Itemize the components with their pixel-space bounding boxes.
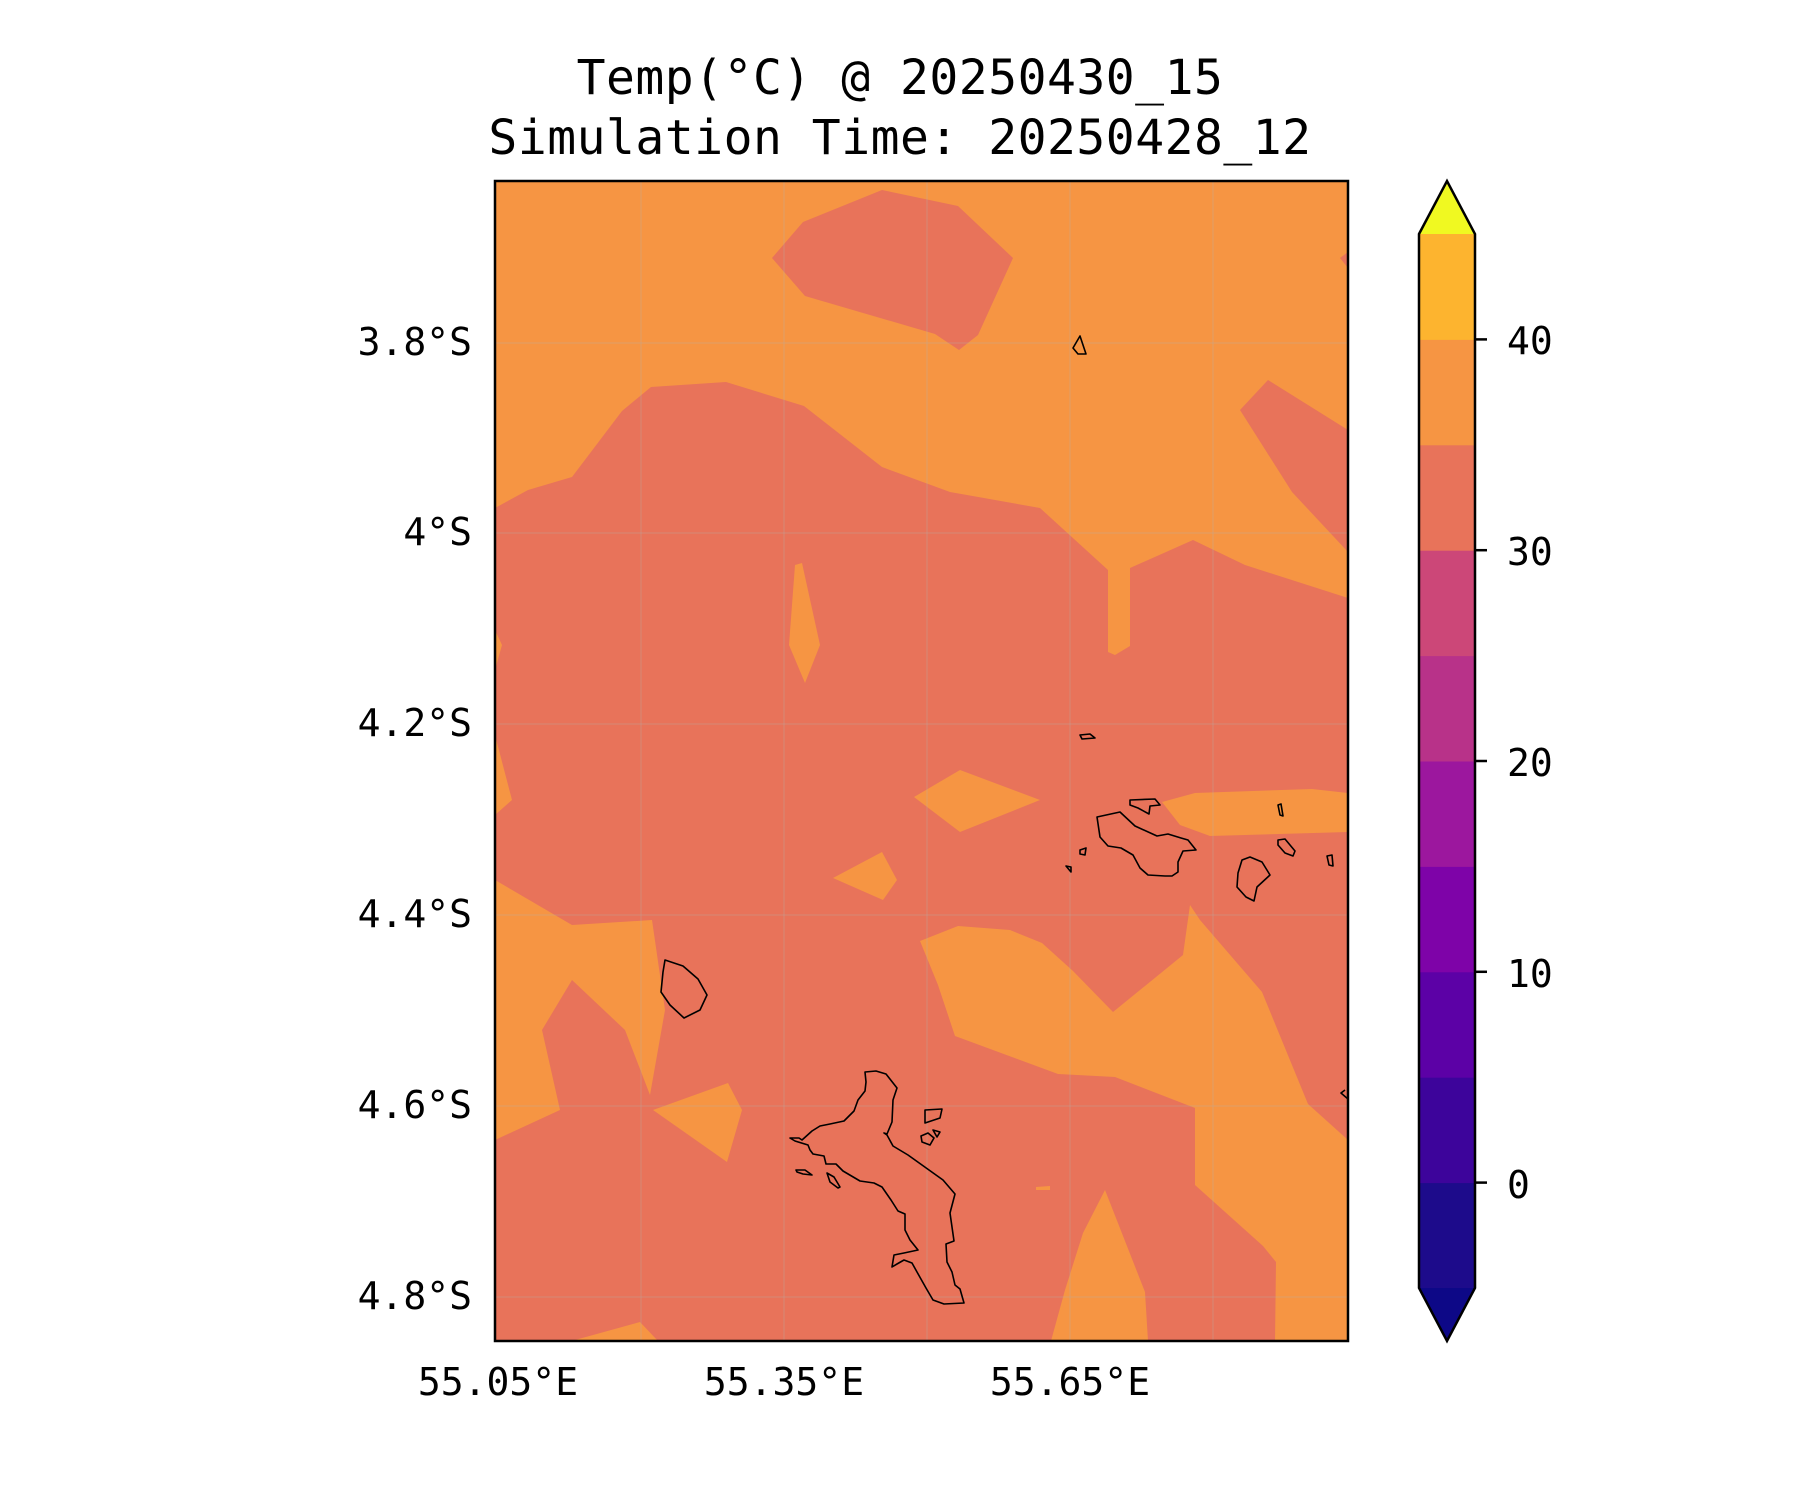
warm-temperature-patch — [789, 563, 820, 683]
graticule — [495, 181, 1348, 1341]
mild-temperature-patch — [1240, 380, 1348, 552]
island-coastline — [1277, 803, 1284, 817]
island-coastline — [1065, 865, 1072, 873]
mild-temperature-patch — [1340, 252, 1348, 268]
island-coastline — [924, 1108, 943, 1124]
lat-tick-label: 4.2°S — [358, 701, 472, 745]
colorbar-segment — [1419, 655, 1475, 762]
island-coastline — [1096, 811, 1197, 877]
colorbar-under-arrow — [1419, 1288, 1475, 1341]
lat-tick-label: 4.6°S — [358, 1083, 472, 1127]
colorbar-segment — [1419, 550, 1475, 657]
lon-tick-label: 55.05°E — [418, 1360, 578, 1404]
island-coastline — [1079, 733, 1096, 740]
island-coastline — [660, 959, 708, 1019]
colorbar-segment — [1419, 761, 1475, 867]
colorbar-outline — [1417, 178, 1477, 1344]
island-coastline — [795, 1169, 813, 1176]
colorbar-tick-label: 10 — [1507, 952, 1553, 996]
lat-tick-label: 4.8°S — [358, 1274, 472, 1318]
coastlines — [660, 335, 1348, 1305]
colorbar-segment — [1419, 339, 1475, 446]
island-coastline — [1326, 854, 1334, 867]
map-field — [495, 181, 1348, 1341]
colorbar-tick-label: 0 — [1507, 1163, 1530, 1207]
island-coastline — [1129, 798, 1161, 815]
colorbar — [1417, 178, 1487, 1344]
warm-temperature-patch — [1036, 1186, 1050, 1190]
island-coastline — [1277, 838, 1296, 857]
colorbar-tick-label: 20 — [1507, 741, 1553, 785]
island-coastline — [826, 1172, 841, 1189]
map-frame — [493, 179, 1350, 1343]
map-title: Temp(°C) @ 20250430_15 — [576, 50, 1224, 106]
lat-tick-label: 4°S — [403, 510, 472, 554]
colorbar-segment — [1419, 234, 1475, 340]
warm-temperature-patch — [653, 1083, 742, 1162]
warm-temperature-patch — [495, 630, 502, 670]
mild-temperature-patch — [772, 190, 1013, 350]
colorbar-segment — [1419, 1182, 1475, 1289]
island-coastline — [1236, 856, 1271, 902]
colorbar-segment — [1419, 971, 1475, 1078]
map-subtitle: Simulation Time: 20250428_12 — [488, 110, 1312, 166]
colorbar-segment — [1419, 444, 1475, 551]
island-coastline — [1072, 335, 1087, 355]
lon-tick-label: 55.35°E — [704, 1360, 864, 1404]
lat-tick-label: 4.4°S — [358, 892, 472, 936]
warm-temperature-patch — [914, 770, 1040, 832]
island-coastline — [920, 1132, 935, 1146]
lat-tick-label: 3.8°S — [358, 320, 472, 364]
colorbar-tick-label: 40 — [1507, 319, 1553, 363]
island-coastline — [1340, 1089, 1348, 1100]
warm-temperature-patch — [833, 852, 897, 900]
lon-tick-label: 55.65°E — [990, 1360, 1150, 1404]
colorbar-segment — [1419, 1077, 1475, 1184]
colorbar-segment — [1419, 866, 1475, 973]
island-coastline — [1079, 847, 1087, 856]
island-coastline — [789, 1070, 965, 1305]
island-coastline — [932, 1129, 941, 1138]
colorbar-over-arrow — [1419, 181, 1475, 234]
colorbar-tick-label: 30 — [1507, 530, 1553, 574]
